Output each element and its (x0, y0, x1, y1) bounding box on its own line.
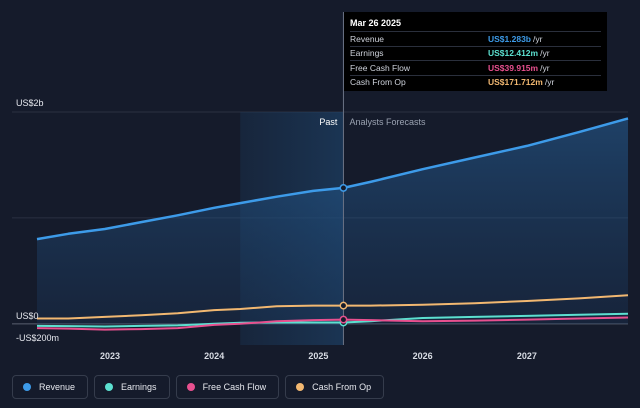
legend-label: Cash From Op (312, 382, 372, 392)
legend-item-free-cash-flow[interactable]: Free Cash Flow (175, 375, 280, 399)
tooltip-date: Mar 26 2025 (350, 18, 402, 28)
legend-dot-icon (296, 383, 305, 391)
y-axis-labels: US$2b US$0 -US$200m (16, 98, 59, 343)
tooltip-row-unit: /yr (540, 48, 550, 59)
legend-label: Free Cash Flow (202, 382, 267, 392)
tooltip-row-revenue: Revenue US$1.283b /yr (350, 31, 601, 46)
legend-item-revenue[interactable]: Revenue (12, 375, 89, 399)
x-tick-label: 2025 (308, 351, 328, 361)
tooltip-row-value: US$171.712m (488, 77, 543, 88)
legend-item-earnings[interactable]: Earnings (94, 375, 170, 399)
y-tick-label: US$0 (16, 311, 39, 321)
tooltip-row-unit: /yr (540, 62, 550, 73)
legend-label: Revenue (39, 382, 76, 392)
tooltip-row-name: Cash From Op (350, 77, 406, 88)
tooltip-row-name: Earnings (350, 48, 384, 59)
past-label: Past (319, 117, 338, 127)
x-tick-label: 2024 (204, 351, 224, 361)
legend-item-cash-from-op[interactable]: Cash From Op (285, 375, 385, 399)
marker-free-cash-flow (339, 315, 348, 324)
tooltip-row-name: Free Cash Flow (350, 62, 410, 73)
area-revenue (37, 118, 628, 324)
legend-dot-icon (186, 383, 195, 391)
x-tick-label: 2027 (517, 351, 537, 361)
legend-label: Earnings (121, 382, 157, 392)
x-axis-labels: 2023 2024 2025 2026 2027 (100, 351, 537, 361)
x-tick-label: 2026 (413, 351, 433, 361)
legend: Revenue Earnings Free Cash Flow Cash Fro… (12, 375, 385, 399)
series-lines (36, 117, 629, 331)
y-tick-label: US$2b (16, 98, 44, 108)
cursor-markers (339, 183, 348, 327)
x-tick-label: 2023 (100, 351, 120, 361)
marker-revenue (339, 183, 348, 192)
marker-cash-from-op (339, 301, 348, 310)
legend-dot-icon (23, 383, 31, 391)
tooltip-row-name: Revenue (350, 33, 385, 44)
series-line-cash-from-op (37, 294, 629, 320)
tooltip-row-value: US$39.915m (488, 62, 539, 73)
series-line-revenue (36, 117, 629, 241)
series-line-earnings (36, 312, 629, 328)
tooltip-row-value: US$1.283b (488, 33, 531, 44)
legend-dot-icon (105, 383, 114, 391)
area-fills (37, 118, 628, 324)
tooltip-row-free-cash-flow: Free Cash Flow US$39.915m /yr (350, 60, 601, 75)
tooltip-row-value: US$12.412m (488, 48, 539, 59)
y-tick-label: -US$200m (16, 333, 59, 343)
series-line-free-cash-flow (36, 316, 629, 331)
tooltip-row-unit: /yr (533, 33, 543, 44)
tooltip-row-unit: /yr (544, 77, 555, 88)
tooltip-row-earnings: Earnings US$12.412m /yr (350, 45, 601, 61)
tooltip-row-cash-from-op: Cash From Op US$171.712m /yr (350, 74, 601, 90)
tooltip: Mar 26 2025 Revenue US$1.283b /yr Earnin… (344, 12, 607, 91)
forecast-label: Analysts Forecasts (349, 117, 426, 127)
